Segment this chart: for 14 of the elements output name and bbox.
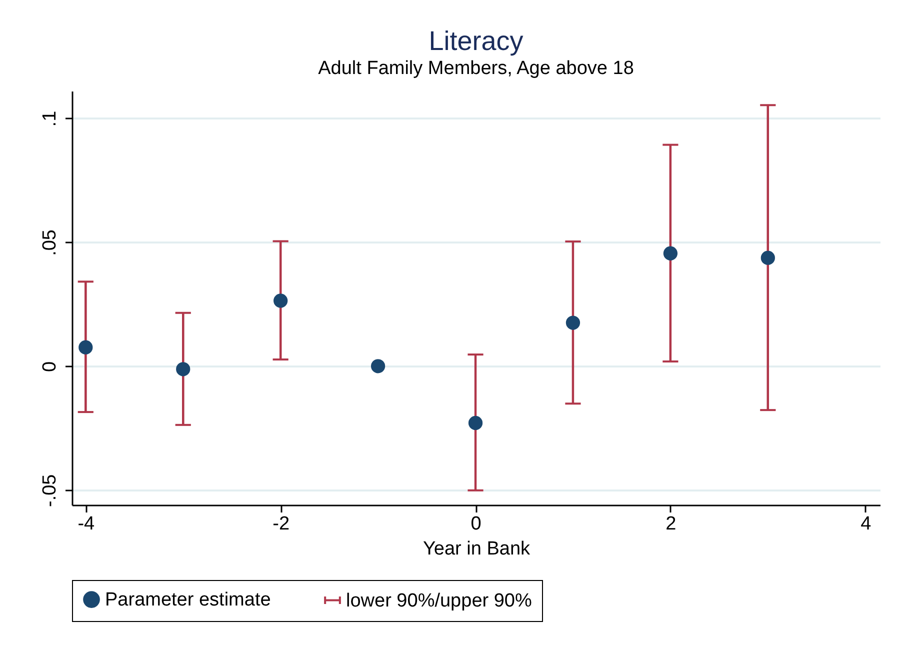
x-tick-label: 4 xyxy=(860,514,872,534)
legend-label: Parameter estimate xyxy=(105,590,271,611)
x-tick-label: -4 xyxy=(78,514,96,534)
y-tick-label: .1 xyxy=(40,110,60,127)
y-tick-label: .05 xyxy=(40,230,60,256)
y-tick-label: -.05 xyxy=(40,474,60,507)
x-axis-title: Year in Bank xyxy=(422,538,531,560)
y-tick-label: 0 xyxy=(40,361,60,372)
x-tick-label: 2 xyxy=(666,514,676,534)
chart-title: Literacy xyxy=(428,26,524,56)
x-tick-label: -2 xyxy=(272,514,290,534)
legend-label: lower 90%/upper 90% xyxy=(346,590,532,612)
chart-subtitle: Adult Family Members, Age above 18 xyxy=(318,58,634,79)
x-tick-label: 0 xyxy=(470,514,482,534)
